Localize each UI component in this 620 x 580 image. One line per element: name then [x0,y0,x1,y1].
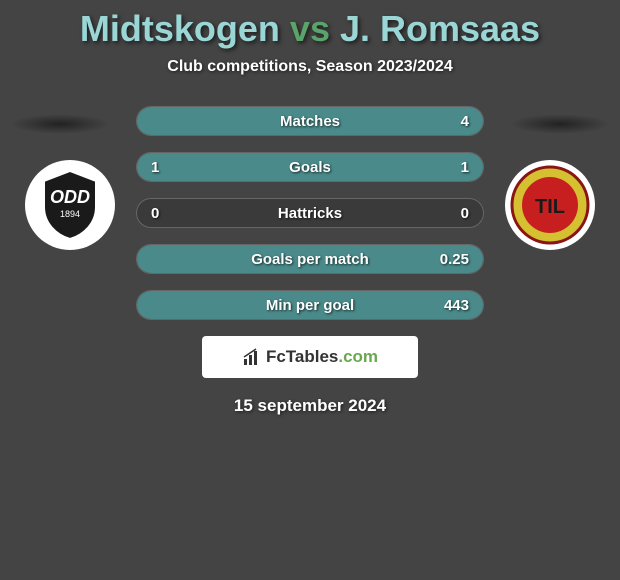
stat-values: 11 [137,153,483,181]
date: 15 september 2024 [0,396,620,416]
stat-values: 00 [137,199,483,227]
badge-shadow-left [10,114,110,134]
svg-text:ODD: ODD [50,187,90,207]
svg-text:TIL: TIL [535,196,565,218]
team-badge-right: TIL [505,160,595,250]
stat-values: 0.25 [137,245,483,273]
stat-right-value: 1 [461,159,469,176]
logo-suffix: .com [338,347,378,366]
logo-main: Tables [286,347,339,366]
stat-row: Goals11 [136,152,484,182]
svg-text:1894: 1894 [60,209,80,219]
stat-right-value: 0 [461,205,469,222]
stat-row: Hattricks00 [136,198,484,228]
subtitle: Club competitions, Season 2023/2024 [0,58,620,76]
comparison-title: Midtskogen vs J. Romsaas [0,8,620,50]
vs-text: vs [280,8,340,49]
stats-table: Matches4Goals11Hattricks00Goals per matc… [136,106,484,320]
fctables-logo: FcTables.com [202,336,418,378]
player2-name: J. Romsaas [340,8,540,49]
stat-values: 443 [137,291,483,319]
stat-left-value: 0 [151,205,159,222]
logo-prefix: Fc [266,347,286,366]
stat-left-value: 1 [151,159,159,176]
stat-row: Min per goal443 [136,290,484,320]
player1-name: Midtskogen [80,8,280,49]
stat-row: Goals per match0.25 [136,244,484,274]
til-crest-icon: TIL [510,165,590,245]
badge-shadow-right [510,114,610,134]
chart-icon [242,347,262,367]
stat-right-value: 0.25 [440,251,469,268]
odd-crest-icon: ODD 1894 [32,167,108,243]
stat-right-value: 443 [444,297,469,314]
stat-values: 4 [137,107,483,135]
stat-right-value: 4 [461,113,469,130]
team-badge-left: ODD 1894 [25,160,115,250]
stat-row: Matches4 [136,106,484,136]
